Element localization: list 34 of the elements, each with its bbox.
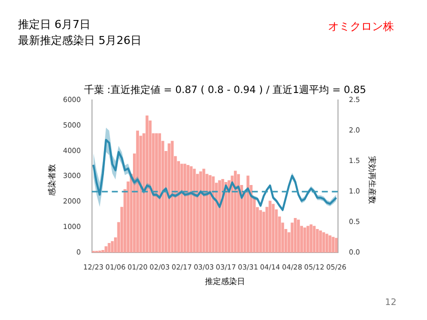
bar bbox=[328, 235, 332, 253]
bar bbox=[234, 170, 237, 253]
bar bbox=[319, 230, 322, 253]
bar bbox=[136, 130, 139, 253]
text: 最新推定感染日 5月26日 bbox=[18, 33, 142, 48]
bar bbox=[146, 115, 148, 253]
bar bbox=[168, 143, 171, 253]
bar bbox=[316, 228, 319, 253]
x-axis-title: 推定感染日 bbox=[204, 276, 246, 287]
chart-title: 千葉 :直近推定値 = 0.87 ( 0.8 - 0.94 ) / 直近1週平均 = 0.85 bbox=[82, 84, 368, 96]
bar bbox=[104, 246, 108, 253]
bar bbox=[158, 133, 162, 253]
bar bbox=[108, 242, 111, 253]
text: 推定日 6月7日 bbox=[18, 17, 90, 32]
bar bbox=[259, 210, 262, 253]
bar bbox=[155, 133, 158, 253]
bar bbox=[186, 164, 190, 253]
text: 12 bbox=[385, 298, 396, 308]
y-axis-title: 感染者数 bbox=[46, 164, 58, 196]
bar bbox=[183, 164, 186, 253]
bar bbox=[208, 175, 212, 253]
bar bbox=[332, 236, 335, 253]
bar bbox=[297, 220, 300, 253]
bar bbox=[199, 171, 202, 253]
bar bbox=[310, 224, 312, 253]
bar bbox=[192, 168, 196, 253]
bar bbox=[268, 200, 272, 253]
text: オミクロン株 bbox=[328, 19, 394, 34]
bar bbox=[218, 180, 221, 253]
bar bbox=[101, 250, 104, 253]
y2-axis-title: 実効再生産数 bbox=[366, 156, 378, 204]
bar bbox=[306, 226, 310, 253]
bar bbox=[246, 176, 250, 253]
bar bbox=[237, 174, 240, 253]
